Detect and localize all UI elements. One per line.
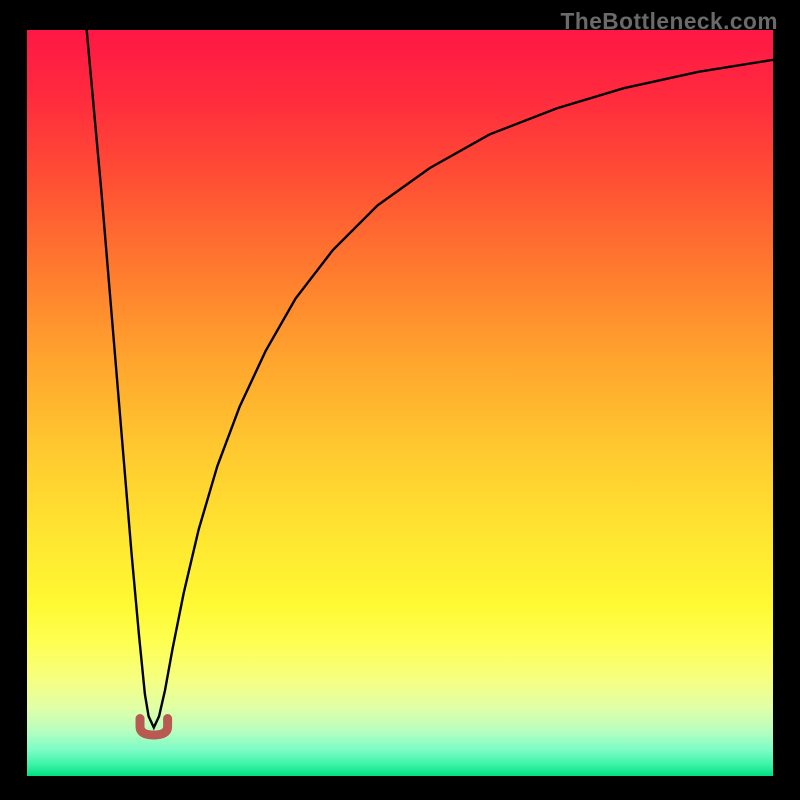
- plot-area: [27, 30, 773, 776]
- watermark-text: TheBottleneck.com: [561, 8, 778, 35]
- bottleneck-curve: [27, 30, 773, 776]
- curve-path: [87, 30, 773, 728]
- chart-container: { "watermark": { "text": "TheBottleneck.…: [0, 0, 800, 800]
